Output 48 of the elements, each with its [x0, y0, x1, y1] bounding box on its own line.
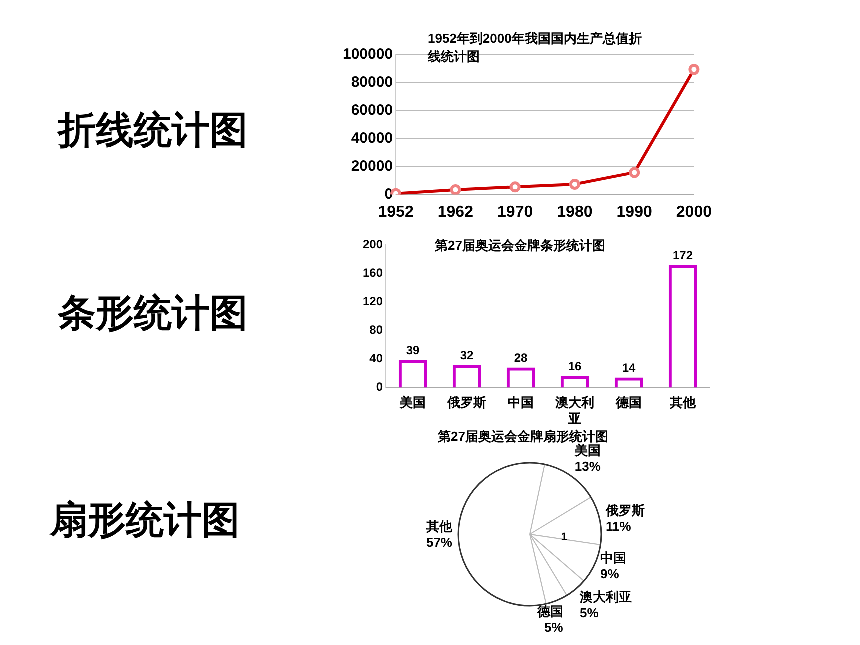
- y-tick-label: 0: [376, 380, 384, 394]
- y-tick-label: 160: [362, 266, 384, 280]
- slice-label: 其他: [426, 518, 454, 534]
- x-tick-label: 德国: [615, 395, 642, 410]
- data-label: 28: [514, 351, 528, 366]
- x-tick-label: 1980: [557, 204, 593, 221]
- y-tick-label: 80: [370, 322, 384, 337]
- x-tick-label: 美国: [399, 395, 426, 410]
- data-label: 9%: [600, 566, 620, 582]
- text: 1: [561, 532, 568, 544]
- x-tick-label: 1962: [438, 204, 474, 221]
- y-tick-label: 20000: [351, 158, 394, 175]
- x-tick-label: 2000: [676, 204, 712, 221]
- data-label: 39: [406, 343, 420, 358]
- slice-label: 美国: [574, 442, 601, 458]
- data-label: 11%: [606, 518, 632, 534]
- data-label: 5%: [544, 620, 564, 635]
- text: 折线统计图: [58, 109, 248, 154]
- data-label: 5%: [580, 605, 600, 620]
- y-tick-label: 40000: [351, 130, 394, 148]
- data-label: 32: [460, 348, 474, 362]
- data-label: 14: [622, 361, 636, 376]
- data-label: 57%: [426, 534, 453, 550]
- x-tick-label: 中国: [508, 395, 534, 410]
- slice-label: 中国: [600, 550, 626, 566]
- chart-title: 1952年到2000年我国国内生产总值折线统计图: [428, 30, 643, 66]
- x-tick-label: 1952: [378, 204, 414, 221]
- y-tick-label: 80000: [351, 74, 394, 92]
- x-tick-label: 澳大利亚: [554, 395, 595, 426]
- chart-title: 第27届奥运会金牌条形统计图: [435, 238, 606, 253]
- y-tick-label: 200: [362, 237, 384, 252]
- x-tick-label: 1970: [498, 204, 534, 221]
- data-label: 13%: [574, 458, 602, 474]
- slice-label: 澳大利亚: [579, 589, 632, 604]
- text: 扇形统计图: [50, 499, 240, 544]
- y-tick-label: 120: [362, 294, 384, 308]
- data-label: 172: [672, 248, 694, 262]
- y-tick-label: 60000: [351, 102, 394, 120]
- x-tick-label: 1990: [616, 204, 652, 221]
- x-tick-label: 其他: [669, 395, 697, 410]
- y-tick-label: 100000: [342, 46, 394, 64]
- data-label: 16: [568, 360, 582, 374]
- chart-title: 第27届奥运会金牌扇形统计图: [438, 428, 610, 444]
- text: 条形统计图: [58, 292, 248, 337]
- slice-label: 俄罗斯: [604, 502, 645, 518]
- slice-label: 德国: [536, 604, 564, 619]
- y-tick-label: 40: [370, 352, 384, 366]
- x-tick-label: 俄罗斯: [446, 395, 487, 410]
